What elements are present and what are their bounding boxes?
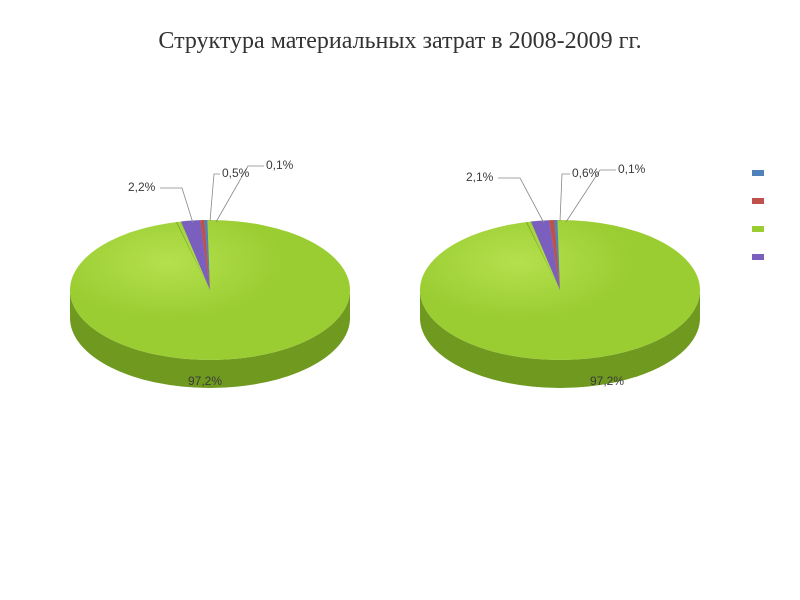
legend-swatch-1 xyxy=(752,170,764,176)
pie-2008-label-4: 0,1% xyxy=(266,158,293,172)
pie-2009-label-4: 0,1% xyxy=(618,162,645,176)
pie-2009: 2,1% 0,6% 0,1% 97,2% xyxy=(410,140,710,420)
legend-swatch-2 xyxy=(752,198,764,204)
pie-2008-label-1: 97,2% xyxy=(188,374,222,388)
pie-2009-label-3: 0,6% xyxy=(572,166,599,180)
pie-2008-label-3: 0,5% xyxy=(222,166,249,180)
slide-title: Структура материальных затрат в 2008-200… xyxy=(0,28,800,55)
pie-2008-label-2: 2,2% xyxy=(128,180,155,194)
pie-2009-label-2: 2,1% xyxy=(466,170,493,184)
chart-area: 2,2% 0,5% 0,1% 97,2% 2,1% 0,6% 0,1% 97,2… xyxy=(60,140,760,480)
legend-swatch-4 xyxy=(752,254,764,260)
legend-swatch-3 xyxy=(752,226,764,232)
slide: Структура материальных затрат в 2008-200… xyxy=(0,0,800,600)
pie-2009-label-1: 97,2% xyxy=(590,374,624,388)
pie-2008: 2,2% 0,5% 0,1% 97,2% xyxy=(60,140,360,420)
legend xyxy=(752,170,782,282)
pie-2009-svg xyxy=(410,140,710,420)
